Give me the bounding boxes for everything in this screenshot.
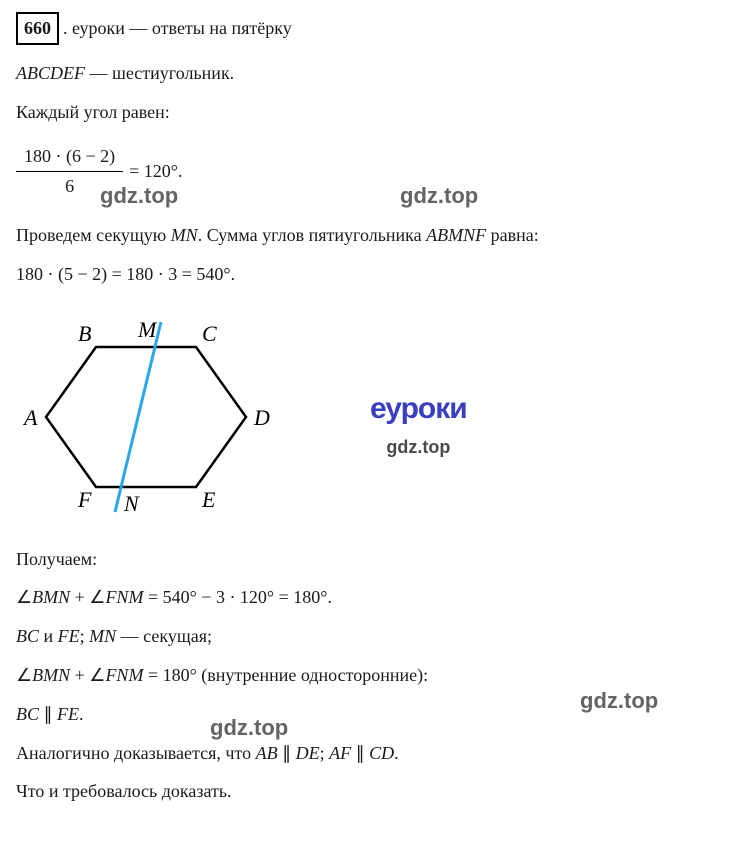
- polygon-abcdef: ABCDEF: [16, 63, 85, 83]
- header-tagline: . еуроки — ответы на пятёрку: [63, 18, 292, 38]
- dot-2: .: [394, 743, 399, 763]
- side-cd: CD: [369, 743, 394, 763]
- angle-bmn-1: BMN: [32, 587, 70, 607]
- hexagon-text: — шестиугольник.: [85, 63, 234, 83]
- angle-sym-1: ∠: [16, 587, 32, 607]
- and-text: и: [39, 626, 58, 646]
- midpoint-m: M: [137, 317, 158, 342]
- hexagon-svg: A B C D E F M N: [16, 307, 286, 527]
- parallel-sym-3: ∥: [351, 743, 369, 763]
- side-de: DE: [296, 743, 320, 763]
- side-bc-1: BC: [16, 626, 39, 646]
- side-af: AF: [329, 743, 351, 763]
- angle-sum-eq-2: ∠BMN + ∠FNM = 180° (внутренние односторо…: [16, 661, 731, 690]
- problem-number: 660: [16, 12, 59, 45]
- eq-result-1: = 540° − 3 · 120° = 180°.: [143, 587, 332, 607]
- pentagon-sum: 180 · (5 − 2) = 180 · 3 = 540°.: [16, 260, 731, 289]
- vertex-e: E: [201, 487, 216, 512]
- secant-intro: Проведем секущую MN. Сумма углов пятиуго…: [16, 221, 731, 250]
- midpoint-n: N: [123, 491, 140, 516]
- pentagon-abmnf: ABMNF: [426, 225, 486, 245]
- fraction-denominator: 6: [16, 172, 123, 201]
- secant-statement: BC и FE; MN — секущая;: [16, 622, 731, 651]
- side-fe-2: FE: [57, 704, 79, 724]
- angle-formula-row: 180 · (6 − 2) 6 = 120°.: [16, 136, 731, 207]
- semi-1: ;: [80, 626, 90, 646]
- statement-hexagon: ABCDEF — шестиугольник.: [16, 59, 731, 88]
- parallel-sym-2: ∥: [278, 743, 296, 763]
- p3-b: . Сумма углов пятиугольника: [198, 225, 426, 245]
- angle-fraction: 180 · (6 − 2) 6: [16, 142, 123, 201]
- secant-mn: MN: [171, 225, 198, 245]
- angle-sym-2: ∠: [16, 665, 32, 685]
- mn-secant: MN: [89, 626, 116, 646]
- parallel-bc-fe: BC ∥ FE.: [16, 700, 731, 729]
- hexagon-shape: [46, 347, 246, 487]
- angle-sum-eq: ∠BMN + ∠FNM = 540° − 3 · 120° = 180°.: [16, 583, 731, 612]
- side-bc-2: BC: [16, 704, 39, 724]
- analogous-proof: Аналогично доказывается, что AB ∥ DE; AF…: [16, 739, 731, 768]
- angle-fnm-2: FNM: [105, 665, 143, 685]
- parallel-sym-1: ∥: [39, 704, 57, 724]
- plus-sym-2: + ∠: [70, 665, 105, 685]
- eq-result-2: = 180° (внутренние односторонние):: [143, 665, 428, 685]
- vertex-d: D: [253, 405, 270, 430]
- result-intro: Получаем:: [16, 545, 731, 574]
- secant-line: [115, 322, 161, 512]
- qed: Что и требовалось доказать.: [16, 777, 731, 806]
- vertex-b: B: [78, 321, 91, 346]
- secant-rest: — секущая;: [116, 626, 212, 646]
- p3-c: равна:: [486, 225, 539, 245]
- fraction-numerator: 180 · (6 − 2): [16, 142, 123, 172]
- vertex-a: A: [22, 405, 38, 430]
- each-angle-text: Каждый угол равен:: [16, 98, 731, 127]
- plus-sym-1: + ∠: [70, 587, 105, 607]
- hexagon-diagram: A B C D E F M N: [16, 307, 731, 527]
- angle-fnm-1: FNM: [105, 587, 143, 607]
- p10-a: Аналогично доказывается, что: [16, 743, 256, 763]
- vertex-c: C: [202, 321, 217, 346]
- problem-header: 660. еуроки — ответы на пятёрку: [16, 12, 731, 45]
- angle-bmn-2: BMN: [32, 665, 70, 685]
- side-ab: AB: [256, 743, 278, 763]
- dot-1: .: [79, 704, 84, 724]
- side-fe-1: FE: [58, 626, 80, 646]
- fraction-result: = 120°.: [129, 157, 182, 186]
- semi-2: ;: [320, 743, 330, 763]
- vertex-f: F: [77, 487, 92, 512]
- p3-a: Проведем секущую: [16, 225, 171, 245]
